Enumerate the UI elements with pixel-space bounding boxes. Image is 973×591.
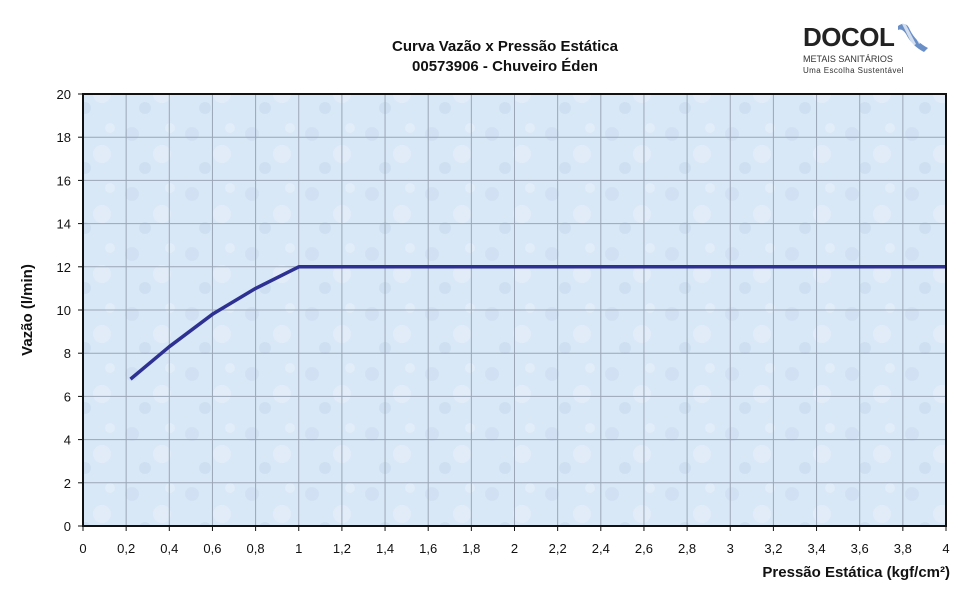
x-tick-label: 0,4 <box>160 541 178 556</box>
y-tick-label: 18 <box>57 130 71 145</box>
chart-title: Curva Vazão x Pressão Estática <box>392 38 618 55</box>
x-tick-label: 2,8 <box>678 541 696 556</box>
x-tick-label: 2,6 <box>635 541 653 556</box>
x-axis-label: Pressão Estática (kgf/cm²) <box>762 564 950 581</box>
y-tick-label: 6 <box>64 389 71 404</box>
x-tick-labels: 0 0,2 0,4 0,6 0,8 1 1,2 1,4 1,6 1,8 2 2,2 2,4 2,6 2,8 3… <box>79 526 950 556</box>
y-tick-label: 2 <box>64 476 71 491</box>
y-axis-label: Vazão (l/min) <box>19 264 36 356</box>
y-tick-label: 0 <box>64 519 71 534</box>
grid <box>83 94 946 526</box>
x-tick-label: 1,2 <box>333 541 351 556</box>
y-tick-label: 16 <box>57 173 71 188</box>
x-tick-label: 2 <box>511 541 518 556</box>
x-tick-label: 3 <box>727 541 734 556</box>
x-tick-label: 1,8 <box>462 541 480 556</box>
x-tick-label: 3,8 <box>894 541 912 556</box>
y-tick-label: 8 <box>64 346 71 361</box>
logo-tagline-1: METAIS SANITÁRIOS <box>803 54 893 64</box>
y-tick-label: 12 <box>57 260 71 275</box>
y-tick-label: 14 <box>57 217 71 232</box>
docol-logo: DOCOL METAIS SANITÁRIOS Uma Escolha Sust… <box>803 22 943 78</box>
x-tick-label: 3,6 <box>851 541 869 556</box>
x-tick-label: 1,6 <box>419 541 437 556</box>
x-tick-label: 2,2 <box>549 541 567 556</box>
logo-tagline-2: Uma Escolha Sustentável <box>803 66 904 75</box>
x-tick-label: 3,4 <box>808 541 826 556</box>
x-tick-label: 4 <box>942 541 949 556</box>
x-tick-label: 0,2 <box>117 541 135 556</box>
x-tick-label: 0,6 <box>203 541 221 556</box>
logo-wordmark: DOCOL <box>803 22 895 52</box>
series-layer <box>129 265 946 381</box>
x-tick-label: 1 <box>295 541 302 556</box>
x-tick-label: 2,4 <box>592 541 610 556</box>
series-line <box>129 265 946 381</box>
plot-frame <box>82 93 947 527</box>
chart-subtitle: 00573906 - Chuveiro Éden <box>412 58 598 75</box>
x-tick-label: 0 <box>79 541 86 556</box>
x-tick-label: 0,8 <box>247 541 265 556</box>
y-tick-label: 20 <box>57 87 71 102</box>
x-tick-label: 1,4 <box>376 541 394 556</box>
drop-stripes-icon <box>898 22 928 52</box>
x-tick-label: 3,2 <box>764 541 782 556</box>
y-tick-label: 4 <box>64 433 71 448</box>
y-tick-labels: 0 2 4 6 8 10 12 14 16 18 20 <box>57 87 83 534</box>
y-tick-label: 10 <box>57 303 71 318</box>
